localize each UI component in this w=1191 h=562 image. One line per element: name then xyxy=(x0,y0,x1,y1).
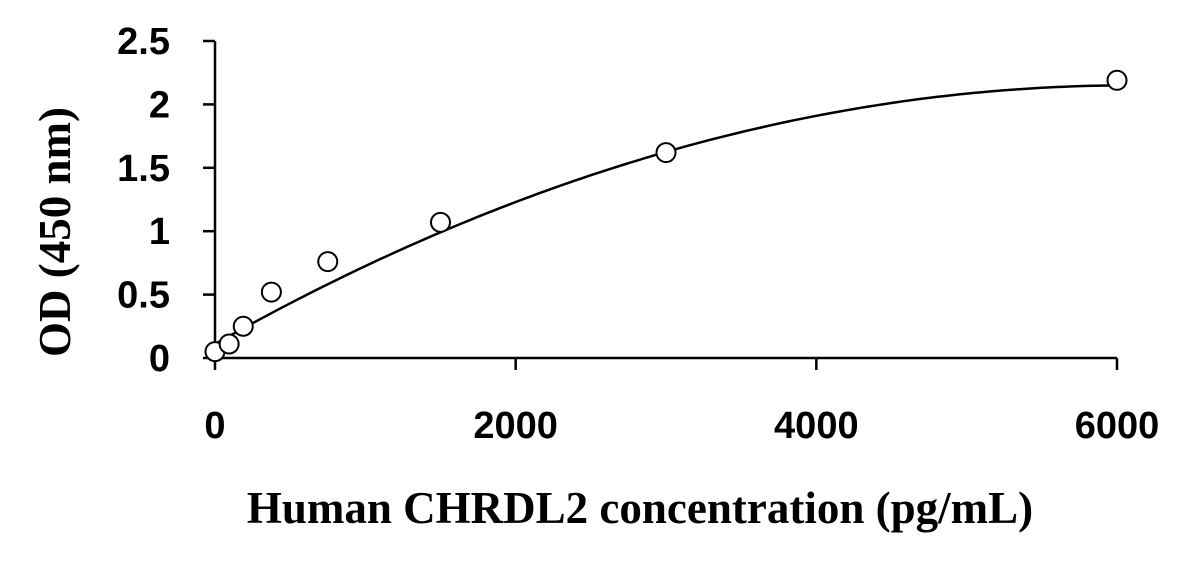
x-axis-title: Human CHRDL2 concentration (pg/mL) xyxy=(247,483,1033,533)
x-tick-label: 2000 xyxy=(473,405,558,447)
x-tick-label: 4000 xyxy=(774,405,859,447)
data-points xyxy=(204,69,1128,363)
data-point xyxy=(218,333,240,355)
y-tick-label: 2 xyxy=(149,84,170,126)
data-point xyxy=(430,211,451,233)
y-tick-label: 0 xyxy=(149,338,170,380)
data-point xyxy=(232,315,254,337)
y-axis-ticks: 0 0.5 1 1.5 2 2.5 xyxy=(117,21,215,380)
y-tick-label: 1.5 xyxy=(117,148,170,190)
fit-curve-line xyxy=(214,84,1118,346)
y-tick-label: 2.5 xyxy=(117,21,170,63)
data-point xyxy=(260,281,282,303)
x-tick-label: 0 xyxy=(204,405,225,447)
data-point xyxy=(655,142,677,164)
y-tick-label: 1 xyxy=(149,211,170,253)
x-tick-label: 6000 xyxy=(1075,405,1160,447)
y-axis-title: OD (450 nm) xyxy=(30,107,80,357)
y-tick-label: 0.5 xyxy=(117,275,170,317)
data-point xyxy=(1106,69,1128,91)
x-axis-ticks: 0 2000 4000 6000 xyxy=(204,358,1159,447)
data-point xyxy=(317,251,339,273)
